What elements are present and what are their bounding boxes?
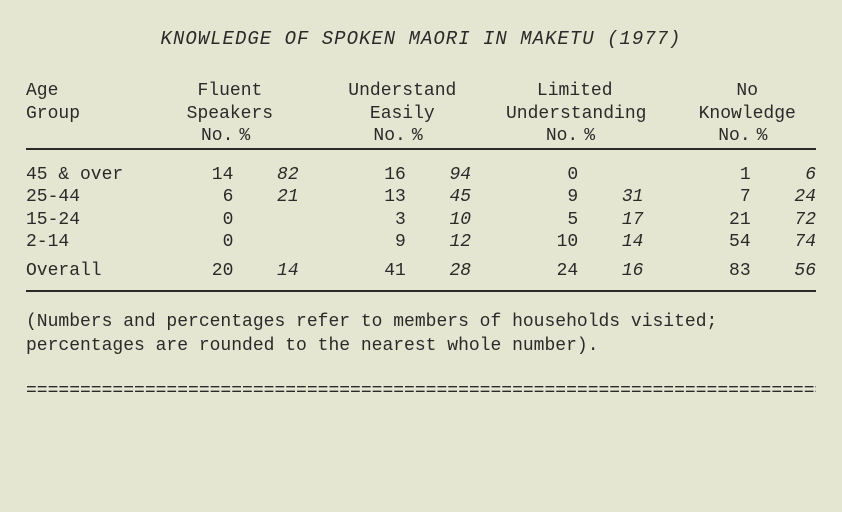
cell-age: 45 & over xyxy=(26,164,161,187)
cell-pct: 31 xyxy=(578,186,643,209)
cell-pct: 74 xyxy=(751,231,816,254)
cell-no: 14 xyxy=(161,164,233,187)
rule-top xyxy=(26,149,816,158)
header-row-1: Age Fluent Understand Limited No xyxy=(26,80,816,103)
cell-pct: 10 xyxy=(406,209,471,232)
hdr-pct-3: % xyxy=(578,125,643,149)
cell-no: 9 xyxy=(334,231,406,254)
table-title: KNOWLEDGE OF SPOKEN MAORI IN MAKETU (197… xyxy=(26,28,816,50)
table-row: 2-140 912 1014 5474 xyxy=(26,231,816,254)
cell-no: 6 xyxy=(161,186,233,209)
cell-pct: 16 xyxy=(578,260,643,283)
cell-pct: 72 xyxy=(751,209,816,232)
hdr-fluent-2: Speakers xyxy=(161,103,298,126)
cell-pct: 56 xyxy=(751,260,816,283)
double-rule: ========================================… xyxy=(26,381,816,401)
cell-pct: 14 xyxy=(578,231,643,254)
hdr-pct-2: % xyxy=(406,125,471,149)
cell-pct: 82 xyxy=(233,164,298,187)
hdr-age-2: Group xyxy=(26,103,161,126)
hdr-no-4: No. xyxy=(678,125,750,149)
hdr-no-1: No. xyxy=(161,125,233,149)
cell-no: 54 xyxy=(678,231,750,254)
cell-age: 15-24 xyxy=(26,209,161,232)
footnote: (Numbers and percentages refer to member… xyxy=(26,310,816,359)
hdr-lim-1: Limited xyxy=(506,80,643,103)
cell-pct: 14 xyxy=(233,260,298,283)
hdr-under-1: Understand xyxy=(334,80,471,103)
cell-no: 24 xyxy=(506,260,578,283)
cell-pct: 94 xyxy=(406,164,471,187)
cell-pct: 6 xyxy=(751,164,816,187)
cell-no: 13 xyxy=(334,186,406,209)
hdr-fluent-1: Fluent xyxy=(161,80,298,103)
cell-pct xyxy=(233,209,298,232)
cell-no: 83 xyxy=(678,260,750,283)
table-row: 15-240 310 517 2172 xyxy=(26,209,816,232)
cell-pct: 12 xyxy=(406,231,471,254)
hdr-nok-1: No xyxy=(678,80,816,103)
hdr-pct-4: % xyxy=(751,125,816,149)
cell-pct: 17 xyxy=(578,209,643,232)
hdr-under-2: Easily xyxy=(334,103,471,126)
hdr-no-2: No. xyxy=(334,125,406,149)
data-table: Age Fluent Understand Limited No Group S… xyxy=(26,80,816,292)
cell-no: 3 xyxy=(334,209,406,232)
hdr-pct-1: % xyxy=(233,125,298,149)
cell-no: 16 xyxy=(334,164,406,187)
cell-no: 9 xyxy=(506,186,578,209)
table-row: 45 & over14821694016 xyxy=(26,164,816,187)
cell-age: 2-14 xyxy=(26,231,161,254)
hdr-nok-2: Knowledge xyxy=(678,103,816,126)
hdr-no-3: No. xyxy=(506,125,578,149)
page: KNOWLEDGE OF SPOKEN MAORI IN MAKETU (197… xyxy=(0,0,842,401)
cell-pct: 45 xyxy=(406,186,471,209)
cell-pct xyxy=(233,231,298,254)
cell-pct: 28 xyxy=(406,260,471,283)
cell-age: Overall xyxy=(26,260,161,283)
cell-pct: 21 xyxy=(233,186,298,209)
cell-no: 7 xyxy=(678,186,750,209)
cell-no: 20 xyxy=(161,260,233,283)
cell-no: 10 xyxy=(506,231,578,254)
hdr-age-1: Age xyxy=(26,80,161,103)
cell-no: 0 xyxy=(161,209,233,232)
cell-no: 5 xyxy=(506,209,578,232)
header-row-2: Group Speakers Easily Understanding Know… xyxy=(26,103,816,126)
row-overall: Overall 20 14 41 28 24 16 83 56 xyxy=(26,260,816,283)
header-row-3: No. % No. % No. % No. % xyxy=(26,125,816,149)
cell-no: 21 xyxy=(678,209,750,232)
cell-no: 1 xyxy=(678,164,750,187)
cell-no: 0 xyxy=(161,231,233,254)
cell-no: 41 xyxy=(334,260,406,283)
rule-bottom xyxy=(26,282,816,291)
cell-age: 25-44 xyxy=(26,186,161,209)
cell-no: 0 xyxy=(506,164,578,187)
table-row: 25-44621 1345 931 724 xyxy=(26,186,816,209)
cell-pct: 24 xyxy=(751,186,816,209)
hdr-lim-2: Understanding xyxy=(506,103,643,126)
cell-pct xyxy=(578,164,643,187)
